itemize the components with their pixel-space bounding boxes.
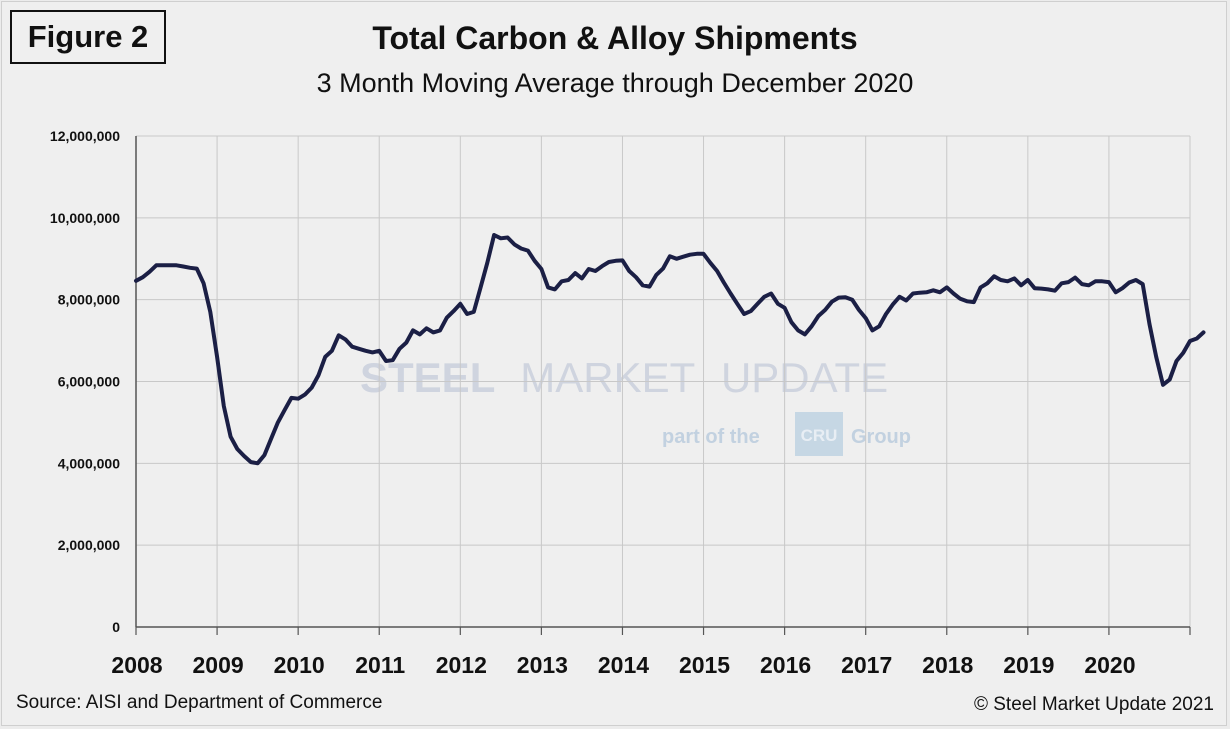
- x-tick-label: 2019: [1003, 652, 1054, 678]
- watermark-tagline-pre: part of the: [662, 426, 760, 448]
- svg-text:CRU: CRU: [801, 426, 838, 445]
- y-tick-label: 12,000,000: [50, 128, 120, 144]
- figure-label: Figure 2: [10, 10, 166, 64]
- x-tick-label: 2017: [841, 652, 892, 678]
- x-tick-label: 2011: [355, 652, 405, 678]
- chart-title: Total Carbon & Alloy Shipments: [372, 20, 858, 56]
- x-tick-label: 2016: [760, 652, 811, 678]
- y-tick-label: 0: [112, 619, 120, 635]
- svg-text:STEEL MARKET UPDAT: STEEL MARKET UPDATE: [360, 354, 888, 401]
- grid-layer: [136, 135, 1191, 627]
- watermark-cru-badge: [795, 412, 843, 456]
- y-tick-label: 10,000,000: [50, 210, 120, 226]
- watermark-tagline-post: Group: [851, 426, 911, 448]
- svg-text:part of the: part of the: [662, 426, 760, 448]
- x-tick-label: 2014: [598, 652, 649, 678]
- x-tick-label: 2008: [111, 652, 162, 678]
- y-tick-label: 2,000,000: [58, 537, 120, 553]
- x-tick-label: 2012: [436, 652, 487, 678]
- x-tick-label: 2015: [679, 652, 730, 678]
- x-tick-label: 2013: [517, 652, 568, 678]
- watermark-brand-update: UPDATE: [721, 354, 888, 401]
- x-tick-label: 2009: [192, 652, 243, 678]
- y-tick-label: 6,000,000: [58, 374, 120, 390]
- y-tick-label: 4,000,000: [58, 455, 120, 471]
- x-tick-label: 2010: [274, 652, 325, 678]
- series-line: [134, 233, 1206, 466]
- source-note: Source: AISI and Department of Commerce: [16, 692, 383, 713]
- copyright-note: © Steel Market Update 2021: [973, 694, 1214, 715]
- y-tick-label: 8,000,000: [58, 292, 120, 308]
- series-layer: [134, 233, 1206, 466]
- chart-subtitle: 3 Month Moving Average through December …: [316, 68, 914, 98]
- watermark: STEEL MARKET UPDATE part of the CRU Grou…: [360, 310, 911, 456]
- axis-layer: [135, 136, 1191, 635]
- label-layer: 0 2,000,000 4,000,000 6,000,000 8,000,000 10,…: [50, 128, 1136, 678]
- x-tick-label: 2020: [1084, 652, 1135, 678]
- svg-text:Group: Group: [851, 426, 911, 448]
- x-tick-label: 2018: [922, 652, 973, 678]
- watermark-cru-text: CRU: [801, 426, 838, 445]
- watermark-brand-main: STEEL: [360, 354, 495, 401]
- watermark-brand-rest: MARKET: [520, 354, 695, 401]
